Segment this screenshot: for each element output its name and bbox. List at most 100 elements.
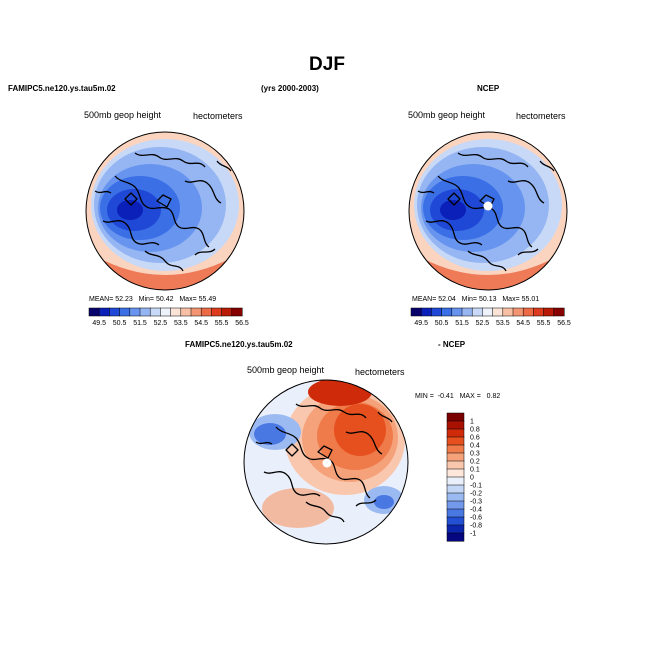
colorbar-swatch (446, 484, 465, 494)
colorbar-tick-label: 54.5 (194, 320, 208, 327)
colorbar-swatch (502, 307, 514, 317)
colorbar-tick-label: 0.3 (470, 451, 480, 458)
colorbar-swatch (446, 500, 465, 510)
colorbar-swatch (446, 532, 465, 542)
colorbar-swatch (446, 412, 465, 422)
colorbar-swatch (160, 307, 172, 317)
colorbar-swatch (446, 444, 465, 454)
colorbar-swatch (211, 307, 223, 317)
colorbar-swatch (88, 307, 100, 317)
panel1-stats: MEAN= 52.23 Min= 50.42 Max= 55.49 (89, 296, 217, 303)
colorbar-swatch (180, 307, 192, 317)
colorbar-tick-label: 49.5 (92, 320, 106, 327)
colorbar-tick-label: 0 (470, 475, 474, 482)
colorbar-swatch (129, 307, 141, 317)
colorbar-swatch (482, 307, 494, 317)
panel1-colorbar: 49.5 50.5 51.5 52.5 53.5 54.5 55.5 56.5 (88, 307, 249, 327)
colorbar-swatch (446, 428, 465, 438)
colorbar-tick-label: 52.5 (154, 320, 168, 327)
years-label: (yrs 2000-2003) (261, 84, 319, 93)
colorbar-tick-label: -0.3 (470, 499, 482, 506)
colorbar-swatch (446, 436, 465, 446)
colorbar-tick-label: -0.6 (470, 515, 482, 522)
colorbar-swatch (446, 508, 465, 518)
colorbar-swatch (420, 307, 432, 317)
colorbar-swatch (119, 307, 131, 317)
colorbar-tick-label: 0.4 (470, 443, 480, 450)
colorbar-swatch (446, 516, 465, 526)
colorbar-swatch (522, 307, 534, 317)
panel3-units-label: hectometers (355, 367, 405, 377)
panel2-variable-label: 500mb geop height (408, 110, 486, 120)
panel2-units-label: hectometers (516, 111, 566, 121)
right-case-title: NCEP (477, 84, 500, 93)
colorbar-tick-label: 50.5 (113, 320, 127, 327)
colorbar-swatch (446, 476, 465, 486)
colorbar-swatch (446, 452, 465, 462)
colorbar-tick-label: -0.8 (470, 523, 482, 530)
colorbar-tick-label: -0.1 (470, 483, 482, 490)
colorbar-tick-label: 54.5 (516, 320, 530, 327)
colorbar-tick-label: -0.4 (470, 507, 482, 514)
colorbar-tick-label: 53.5 (174, 320, 188, 327)
colorbar-swatch (446, 524, 465, 534)
panel2-pole-marker (483, 201, 493, 211)
colorbar-swatch (190, 307, 202, 317)
panel3-colorbar: 10.80.60.40.30.20.10-0.1-0.2-0.3-0.4-0.6… (446, 412, 482, 542)
colorbar-tick-label: -1 (470, 531, 476, 538)
diff-suffix-title: - NCEP (438, 340, 466, 349)
colorbar-swatch (149, 307, 161, 317)
colorbar-swatch (200, 307, 212, 317)
colorbar-swatch (109, 307, 121, 317)
panel2-colorbar: 49.5 50.5 51.5 52.5 53.5 54.5 55.5 56.5 (410, 307, 571, 327)
colorbar-tick-label: 56.5 (235, 320, 249, 327)
colorbar-swatch (431, 307, 443, 317)
colorbar-tick-label: 0.6 (470, 435, 480, 442)
colorbar-swatch (446, 420, 465, 430)
colorbar-tick-label: 0.1 (470, 467, 480, 474)
panel3-variable-label: 500mb geop height (247, 365, 325, 375)
colorbar-swatch (471, 307, 483, 317)
colorbar-tick-label: 51.5 (455, 320, 469, 327)
panel2-stats: MEAN= 52.04 Min= 50.13 Max= 55.01 (412, 296, 540, 303)
diff-case-title: FAMIPC5.ne120.ys.tau5m.02 (185, 340, 293, 349)
colorbar-tick-label: 1 (470, 419, 474, 426)
colorbar-tick-label: 56.5 (557, 320, 571, 327)
colorbar-tick-label: 53.5 (496, 320, 510, 327)
colorbar-swatch (451, 307, 463, 317)
panel3-map (243, 379, 409, 545)
colorbar-swatch (543, 307, 555, 317)
colorbar-swatch (461, 307, 473, 317)
panel3-map-border (243, 379, 409, 545)
figure-title: DJF (309, 54, 345, 75)
colorbar-swatch (512, 307, 524, 317)
colorbar-swatch (446, 492, 465, 502)
panel3-pole-marker (322, 458, 332, 468)
colorbar-tick-label: 50.5 (435, 320, 449, 327)
panel2-map-border (408, 131, 568, 291)
colorbar-swatch (553, 307, 565, 317)
colorbar-swatch (410, 307, 422, 317)
panel1-map (85, 131, 245, 291)
colorbar-swatch (533, 307, 545, 317)
colorbar-swatch (441, 307, 453, 317)
colorbar-tick-label: 49.5 (414, 320, 428, 327)
colorbar-tick-label: 52.5 (476, 320, 490, 327)
colorbar-swatch (446, 468, 465, 478)
panel1-units-label: hectometers (193, 111, 243, 121)
colorbar-tick-label: 0.2 (470, 459, 480, 466)
panel3-stats: MIN = -0.41 MAX = 0.82 (415, 393, 501, 400)
colorbar-swatch (231, 307, 243, 317)
colorbar-swatch (492, 307, 504, 317)
colorbar-tick-label: 51.5 (133, 320, 147, 327)
colorbar-swatch (446, 460, 465, 470)
panel2-map (408, 131, 568, 291)
colorbar-swatch (139, 307, 151, 317)
colorbar-tick-label: 55.5 (215, 320, 229, 327)
colorbar-swatch (221, 307, 233, 317)
colorbar-swatch (170, 307, 182, 317)
panel1-map-border (85, 131, 245, 291)
colorbar-swatch (98, 307, 110, 317)
colorbar-tick-label: 55.5 (537, 320, 551, 327)
